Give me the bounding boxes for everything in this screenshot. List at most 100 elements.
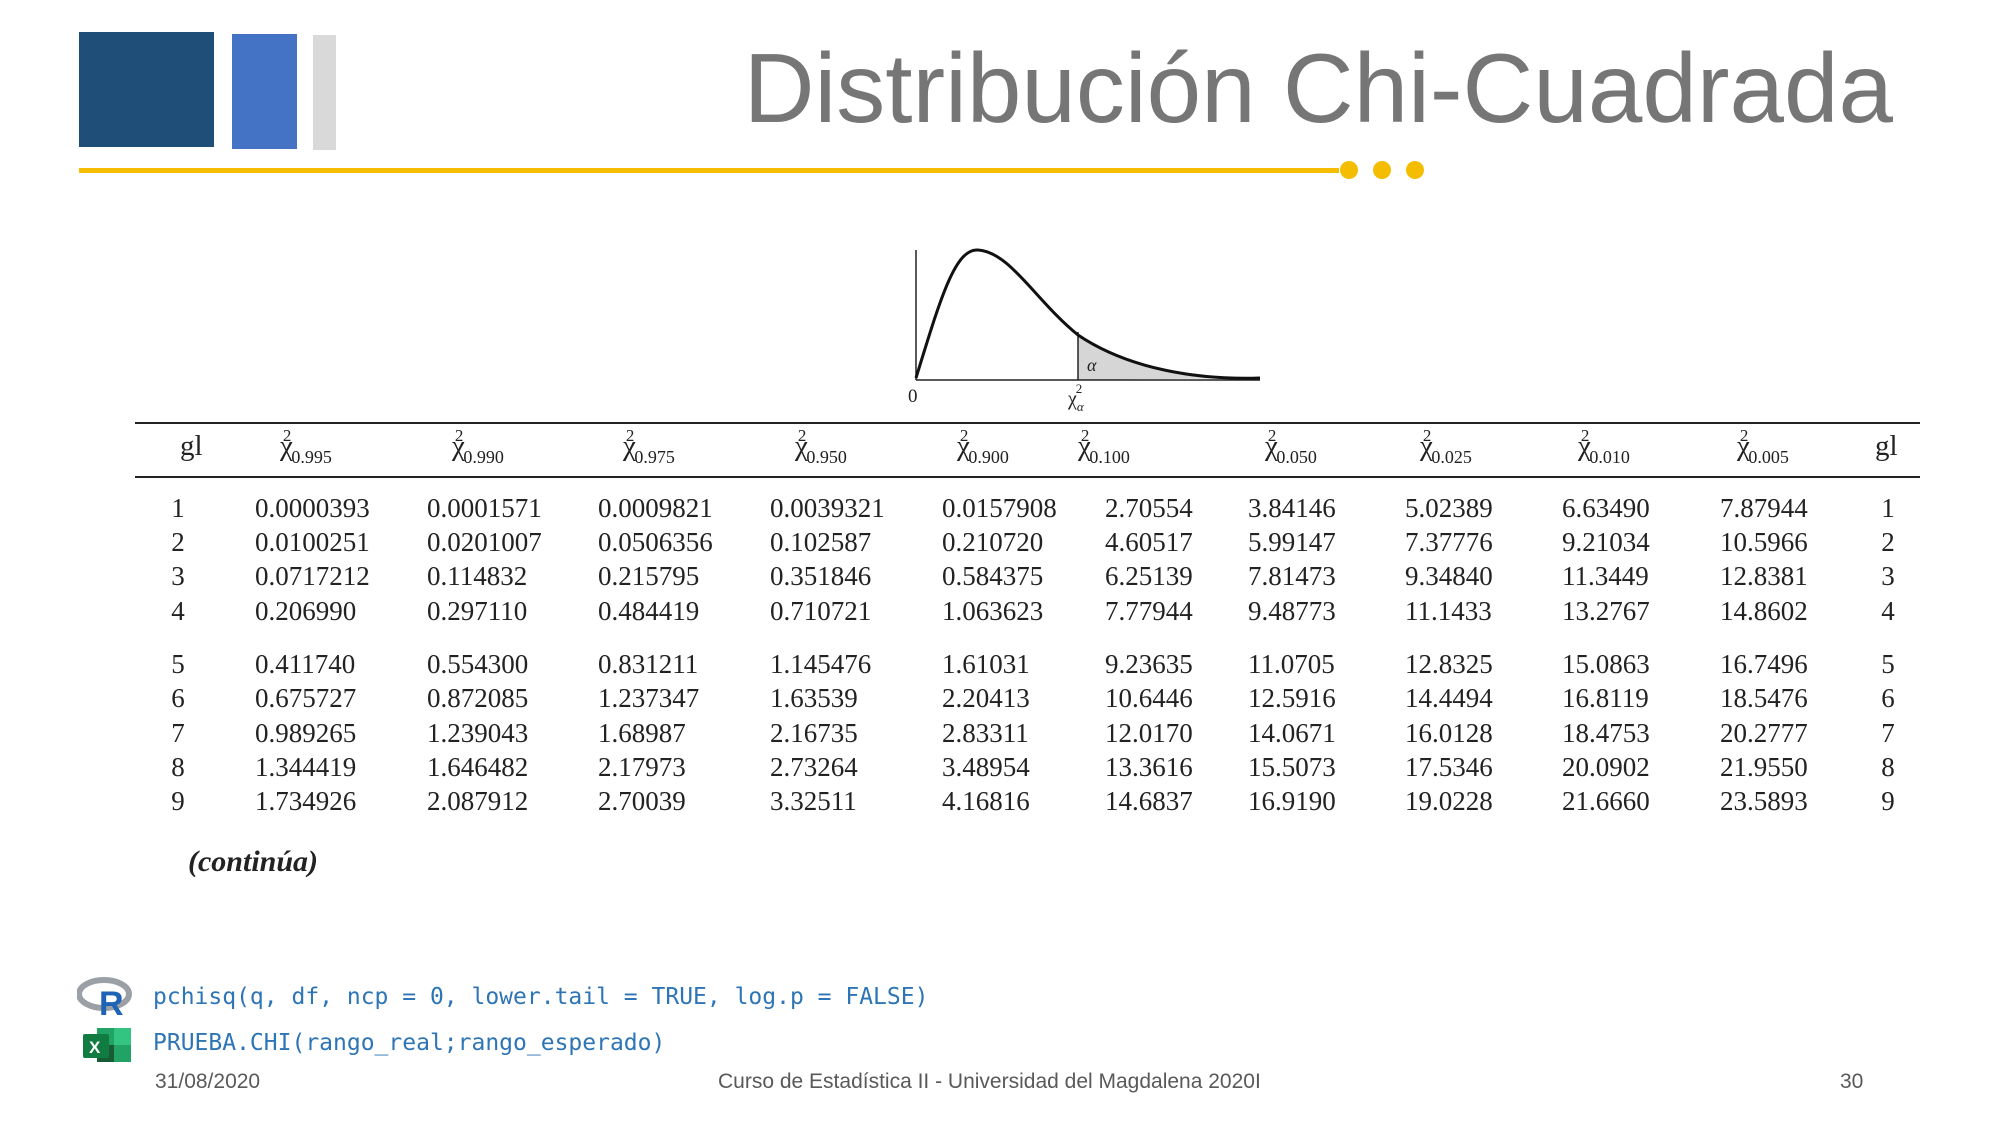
density-curve [914, 248, 1261, 380]
r-code-line: pchisq(q, df, ncp = 0, lower.tail = TRUE… [153, 984, 929, 1010]
table-cell: 0.989265 [255, 718, 357, 748]
title-underline [79, 168, 1339, 173]
table-cell: 9.34840 [1405, 561, 1493, 591]
table-cell: 1.145476 [770, 649, 872, 679]
table-cell: 0.554300 [427, 649, 529, 679]
table-cell: 0.206990 [255, 596, 357, 626]
table-cell: 0.710721 [770, 596, 872, 626]
decor-block-gray [313, 35, 336, 150]
footer-page-number: 30 [1840, 1070, 1864, 1093]
table-cell: 0.0000393 [255, 493, 370, 523]
table-cell: 0.831211 [598, 649, 699, 679]
svg-text:X: X [89, 1038, 101, 1057]
table-cell: 0.297110 [427, 596, 528, 626]
table-cell: 0.675727 [255, 683, 357, 713]
table-cell: 10.6446 [1105, 683, 1193, 713]
table-cell: 11.0705 [1248, 649, 1335, 679]
table-cell: 0.0506356 [598, 527, 713, 557]
table-cell: 7.37776 [1405, 527, 1493, 557]
table-cell: 1.237347 [598, 683, 700, 713]
table-header-chi-0.025: χ20.025 [1420, 426, 1472, 467]
table-cell: 10.5966 [1720, 527, 1808, 557]
table-cell: 0.872085 [427, 683, 529, 713]
table-cell: 14.8602 [1720, 596, 1808, 626]
table-cell: 9.48773 [1248, 596, 1336, 626]
table-cell: 3.32511 [770, 786, 857, 816]
table-cell: 13.3616 [1105, 752, 1193, 782]
svg-text:R: R [99, 985, 124, 1019]
table-cell-gl: 8 [1881, 752, 1895, 782]
table-cell: 1.734926 [255, 786, 357, 816]
table-cell-gl: 4 [1881, 596, 1895, 626]
table-cell: 1.61031 [942, 649, 1030, 679]
table-cell: 7.81473 [1248, 561, 1336, 591]
table-cell-gl: 8 [171, 752, 185, 782]
table-cell: 1.63539 [770, 683, 858, 713]
table-cell: 18.5476 [1720, 683, 1808, 713]
table-cell-gl: 3 [171, 561, 185, 591]
table-cell-gl: 2 [171, 527, 185, 557]
table-cell: 12.8325 [1405, 649, 1493, 679]
table-cell: 1.344419 [255, 752, 357, 782]
table-cell: 12.5916 [1248, 683, 1336, 713]
footer-date: 31/08/2020 [155, 1070, 261, 1093]
table-cell: 3.84146 [1248, 493, 1336, 523]
table-cell: 5.99147 [1248, 527, 1336, 557]
table-cell-gl: 1 [1881, 493, 1895, 523]
table-cell: 0.411740 [255, 649, 356, 679]
slide-title: Distribución Chi-Cuadrada [743, 33, 1893, 143]
table-cell: 0.0717212 [255, 561, 370, 591]
table-cell: 0.102587 [770, 527, 872, 557]
table-cell: 15.5073 [1248, 752, 1336, 782]
table-cell-gl: 4 [171, 596, 185, 626]
shaded-tail-area [1078, 335, 1258, 380]
table-cell: 0.351846 [770, 561, 872, 591]
table-cell: 16.7496 [1720, 649, 1808, 679]
table-cell: 14.4494 [1405, 683, 1493, 713]
table-cell: 16.8119 [1562, 683, 1649, 713]
table-cell: 0.0100251 [255, 527, 370, 557]
table-cell: 15.0863 [1562, 649, 1650, 679]
table-cell: 1.68987 [598, 718, 686, 748]
table-header-rule [135, 476, 1920, 478]
footer-course: Curso de Estadística II - Universidad de… [718, 1070, 1261, 1093]
table-header-chi-0.975: χ20.975 [623, 426, 675, 467]
table-cell: 12.0170 [1105, 718, 1193, 748]
alpha-label: α [1087, 355, 1097, 375]
origin-label: 0 [908, 386, 918, 407]
accent-dot [1373, 161, 1391, 179]
table-cell: 17.5346 [1405, 752, 1493, 782]
table-cell: 13.2767 [1562, 596, 1650, 626]
table-top-rule [135, 422, 1920, 424]
table-cell: 1.646482 [427, 752, 529, 782]
table-cell: 23.5893 [1720, 786, 1808, 816]
table-cell: 0.0001571 [427, 493, 542, 523]
table-cell-gl: 3 [1881, 561, 1895, 591]
table-cell: 1.063623 [942, 596, 1044, 626]
chi-alpha-label: χα2 [1067, 381, 1085, 414]
table-cell-gl: 5 [1881, 649, 1895, 679]
table-cell-gl: 7 [1881, 718, 1895, 748]
decor-block-blue [232, 34, 297, 149]
table-cell: 20.0902 [1562, 752, 1650, 782]
table-cell: 6.25139 [1105, 561, 1193, 591]
table-cell: 0.0201007 [427, 527, 542, 557]
table-header-chi-0.100: χ20.100 [1078, 426, 1130, 467]
accent-dot [1340, 161, 1358, 179]
table-cell-gl: 2 [1881, 527, 1895, 557]
table-cell: 21.9550 [1720, 752, 1808, 782]
table-header-chi-0.050: χ20.050 [1265, 426, 1317, 467]
table-header-gl: gl [180, 430, 203, 462]
table-cell: 9.23635 [1105, 649, 1193, 679]
table-header-chi-0.950: χ20.950 [795, 426, 847, 467]
chi-square-curve-figure: α 0 χα2 [908, 248, 1261, 414]
table-cell-gl: 5 [171, 649, 185, 679]
r-logo-icon: R [77, 977, 132, 1019]
table-cell-gl: 6 [171, 683, 185, 713]
table-header-chi-0.010: χ20.010 [1578, 426, 1630, 467]
table-cell: 16.9190 [1248, 786, 1336, 816]
table-cell: 18.4753 [1562, 718, 1650, 748]
table-cell: 0.0009821 [598, 493, 713, 523]
table-cell: 6.63490 [1562, 493, 1650, 523]
table-cell: 4.60517 [1105, 527, 1193, 557]
